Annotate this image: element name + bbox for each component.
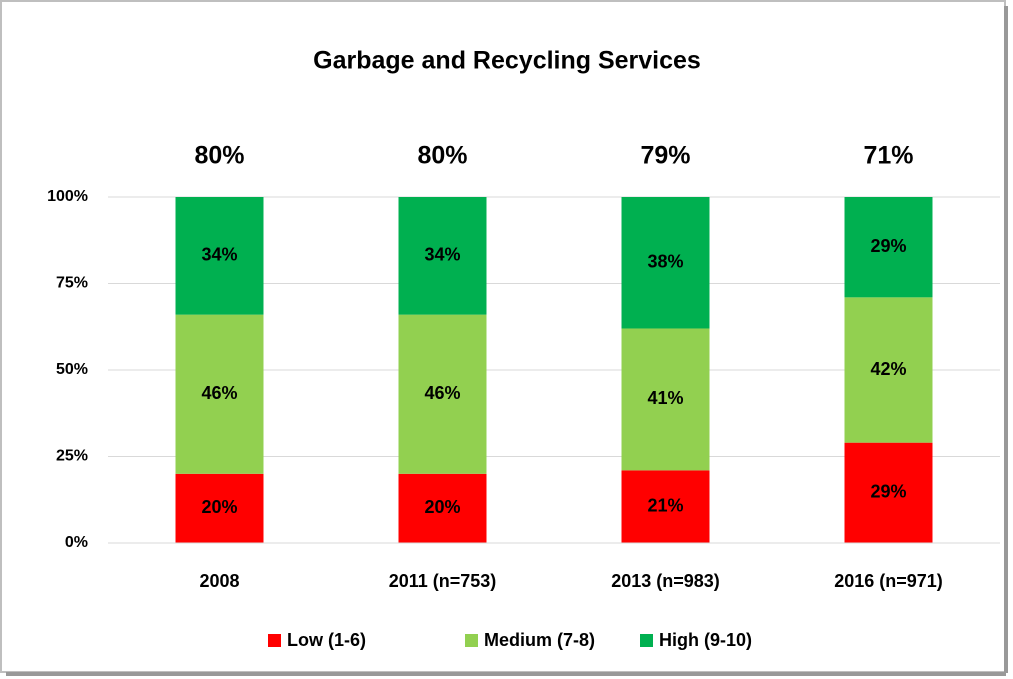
- data-label: 38%: [647, 251, 683, 271]
- data-label: 29%: [870, 482, 906, 502]
- legend-label: High (9-10): [659, 630, 752, 650]
- total-label: 80%: [194, 142, 244, 170]
- bar-segment: [175, 197, 264, 315]
- bar-segment: [398, 197, 487, 315]
- bar-segment: [844, 197, 933, 298]
- bar-segment: [175, 473, 264, 543]
- data-label: 42%: [870, 359, 906, 379]
- data-label: 29%: [870, 236, 906, 256]
- legend-label: Medium (7-8): [484, 630, 595, 650]
- data-label: 21%: [647, 495, 683, 515]
- data-label: 34%: [201, 245, 237, 265]
- y-tick-label: 75%: [56, 275, 88, 292]
- bar-segment: [844, 442, 933, 543]
- y-tick-label: 50%: [56, 361, 88, 378]
- y-tick-label: 0%: [65, 534, 88, 551]
- legend-label: Low (1-6): [287, 630, 366, 650]
- legend-swatch: [640, 634, 653, 647]
- x-tick-label: 2008: [199, 571, 239, 591]
- bar-segment: [621, 470, 710, 543]
- data-label: 34%: [424, 245, 460, 265]
- legend-swatch: [268, 634, 281, 647]
- legend-swatch: [465, 634, 478, 647]
- bar-segment: [398, 473, 487, 543]
- y-tick-label: 100%: [47, 188, 88, 205]
- x-tick-label: 2013 (n=983): [611, 571, 720, 591]
- y-tick-label: 25%: [56, 448, 88, 465]
- chart-title: Garbage and Recycling Services: [313, 47, 701, 75]
- data-label: 46%: [201, 383, 237, 403]
- bar-segment: [621, 328, 710, 471]
- bar-segment: [175, 314, 264, 474]
- x-tick-label: 2011 (n=753): [389, 571, 497, 591]
- bar-segment: [398, 314, 487, 474]
- bar-segment: [844, 297, 933, 443]
- total-label: 80%: [417, 142, 467, 170]
- total-label: 71%: [863, 142, 913, 170]
- bar-segment: [621, 197, 710, 329]
- data-label: 20%: [424, 497, 460, 517]
- data-label: 20%: [201, 497, 237, 517]
- data-label: 41%: [647, 388, 683, 408]
- data-label: 46%: [424, 383, 460, 403]
- x-tick-label: 2016 (n=971): [834, 571, 943, 591]
- total-label: 79%: [640, 142, 690, 170]
